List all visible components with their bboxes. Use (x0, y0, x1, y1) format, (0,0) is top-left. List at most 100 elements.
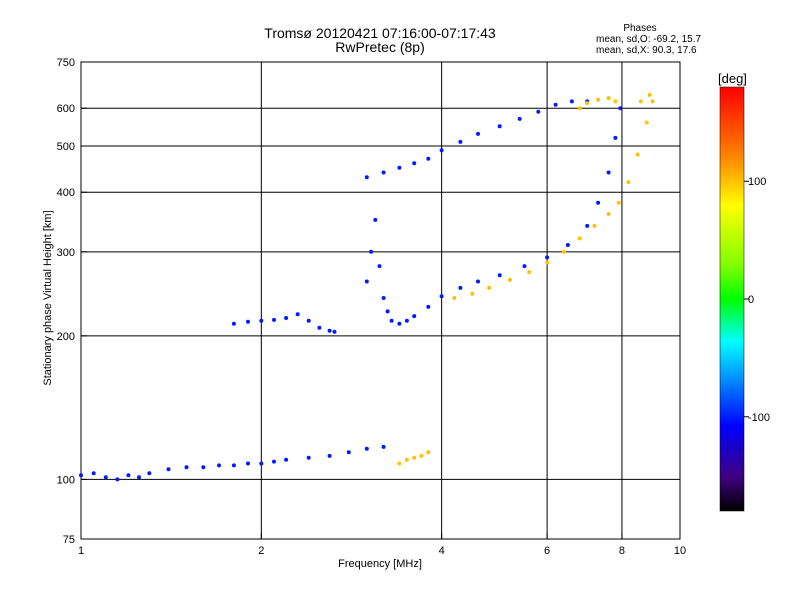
data-point (317, 325, 322, 330)
data-point (592, 223, 597, 228)
data-point (259, 461, 264, 466)
data-point (458, 285, 463, 290)
phases-title: Phases (623, 23, 657, 34)
y-tick-label: 300 (57, 247, 75, 259)
data-point (458, 139, 463, 144)
data-point (272, 317, 276, 322)
data-point (536, 109, 541, 114)
data-point (426, 304, 431, 309)
colorbar-tick-label: 0 (748, 294, 754, 306)
data-point (522, 264, 527, 269)
x-ticks: 1 2 4 6 8 10 (78, 533, 686, 557)
y-ticks: 75 100 200 300 400 500 600 750 (57, 57, 87, 546)
data-point (487, 285, 492, 290)
data-point (231, 463, 236, 468)
data-point (452, 296, 457, 300)
y-tick-label: 75 (63, 534, 75, 546)
chart-subtitle: RwPretec (8p) (335, 39, 425, 55)
phases-o-stats: mean, sd,O: -69.2, 15.7 (596, 34, 702, 45)
data-point (412, 455, 417, 460)
data-point (635, 152, 640, 157)
data-point (606, 212, 611, 216)
data-point (626, 180, 631, 185)
data-point (381, 296, 386, 300)
data-point (397, 165, 402, 170)
x-tick-label: 8 (619, 545, 625, 557)
data-point (306, 455, 311, 460)
colorbar-tick-label: -100 (748, 412, 770, 424)
data-point (404, 318, 409, 323)
x-tick-label: 6 (544, 545, 550, 557)
data-point (613, 99, 618, 104)
x-tick-label: 4 (439, 545, 445, 557)
data-points (79, 92, 655, 482)
data-point (166, 467, 171, 472)
data-point (596, 97, 601, 102)
x-tick-label: 10 (674, 545, 686, 557)
data-point (184, 465, 189, 470)
data-point (650, 99, 655, 104)
x-axis-label: Frequency [MHz] (338, 558, 422, 570)
data-point (246, 461, 250, 466)
data-point (327, 328, 332, 333)
data-point (246, 319, 250, 324)
data-point (545, 255, 550, 260)
data-point (389, 318, 394, 323)
data-point (284, 316, 289, 320)
data-point (527, 270, 532, 275)
data-point (364, 446, 369, 451)
data-point (638, 99, 643, 104)
data-point (439, 148, 444, 153)
data-point (126, 473, 131, 478)
data-point (332, 329, 337, 334)
data-point (618, 106, 623, 111)
data-point (585, 223, 590, 228)
y-tick-label: 600 (57, 103, 75, 115)
colorbar-label: [deg] (718, 71, 747, 86)
plot-frame (80, 61, 681, 540)
data-point (606, 170, 611, 175)
data-point (476, 131, 480, 136)
data-point (231, 321, 236, 326)
data-point (470, 291, 475, 296)
colorbar-tick-label: 100 (748, 176, 766, 188)
data-point (644, 120, 649, 125)
data-point (259, 318, 264, 323)
data-point (217, 463, 221, 468)
data-point (517, 116, 522, 121)
data-point (91, 471, 96, 476)
data-point (507, 277, 512, 282)
data-point (364, 279, 369, 284)
data-point (565, 243, 570, 247)
colorbar (719, 86, 745, 512)
data-point (306, 318, 311, 323)
data-point (577, 106, 582, 111)
grid (81, 62, 680, 539)
y-tick-label: 400 (57, 187, 75, 199)
data-point (585, 101, 590, 106)
data-point (569, 99, 574, 104)
data-point (426, 450, 431, 455)
data-point (137, 475, 141, 480)
data-point (545, 260, 550, 265)
data-point (327, 453, 332, 458)
data-point (647, 92, 652, 97)
y-tick-label: 750 (57, 57, 75, 69)
data-point (476, 279, 480, 284)
data-point (412, 314, 417, 319)
data-point (381, 444, 386, 449)
data-point (381, 170, 386, 175)
data-point (439, 294, 444, 299)
data-point (295, 312, 300, 317)
x-tick-label: 2 (258, 545, 264, 557)
data-point (561, 249, 566, 254)
data-point (404, 457, 409, 462)
y-tick-label: 200 (57, 331, 75, 343)
colorbar-ticks: 100 0 -100 (744, 176, 770, 424)
y-tick-label: 100 (57, 474, 75, 486)
data-point (553, 102, 558, 107)
data-point (397, 461, 402, 466)
data-point (103, 475, 108, 480)
data-point (577, 236, 582, 241)
